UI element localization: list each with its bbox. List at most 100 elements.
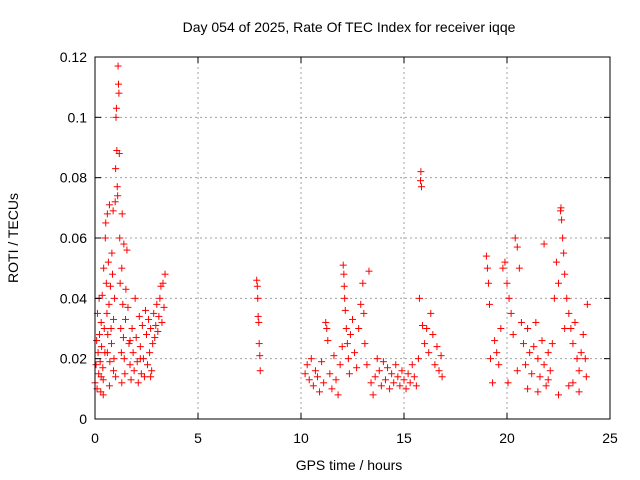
y-tick-label: 0.1 [68, 109, 88, 125]
data-point [384, 364, 392, 372]
data-point [161, 270, 169, 278]
data-point [92, 361, 100, 369]
data-point [334, 391, 342, 399]
data-point [111, 294, 119, 302]
data-point [97, 373, 105, 381]
data-point [381, 376, 389, 384]
data-point [98, 343, 106, 351]
data-point [515, 264, 523, 272]
data-point [491, 337, 499, 345]
data-point [530, 343, 538, 351]
data-point [577, 349, 585, 357]
data-point [435, 367, 443, 375]
data-point [437, 352, 445, 360]
data-point [126, 361, 134, 369]
data-point [400, 376, 408, 384]
data-point [154, 328, 162, 336]
data-point [152, 321, 160, 329]
data-point [118, 210, 126, 218]
data-point [567, 325, 575, 332]
data-point [555, 391, 562, 399]
data-point [561, 270, 569, 278]
data-point [489, 379, 497, 387]
data-point [377, 382, 385, 390]
data-point [114, 80, 122, 88]
y-tick-label: 0.06 [60, 230, 87, 246]
data-point [429, 331, 437, 339]
data-point [305, 376, 313, 384]
data-point [100, 264, 108, 272]
data-point [559, 234, 567, 242]
data-point [544, 349, 552, 357]
data-point [318, 358, 326, 366]
data-point [344, 355, 352, 363]
data-point [129, 349, 137, 357]
data-point [97, 318, 105, 326]
data-point [353, 364, 361, 372]
data-point [404, 370, 412, 378]
data-point [124, 303, 132, 311]
data-point [104, 331, 112, 339]
data-point [118, 379, 126, 387]
data-point [151, 334, 159, 342]
data-point [253, 282, 261, 290]
data-point [421, 340, 429, 348]
chart-title: Day 054 of 2025, Rate Of TEC Index for r… [183, 19, 516, 35]
data-point [131, 294, 139, 302]
data-point [499, 264, 507, 272]
x-tick-label: 5 [194, 430, 202, 446]
data-point [560, 249, 568, 257]
data-point [565, 309, 573, 317]
y-axis-label: ROTI / TECUs [5, 193, 21, 283]
data-point [558, 216, 566, 224]
data-point [109, 270, 117, 278]
data-point [505, 294, 513, 302]
data-point [123, 246, 131, 254]
data-point [102, 279, 110, 287]
data-point [416, 177, 424, 185]
data-point [112, 165, 120, 173]
data-points-layer [91, 62, 591, 399]
data-point [438, 373, 446, 381]
data-point [548, 340, 556, 348]
data-point [569, 379, 577, 387]
data-point [323, 325, 331, 332]
data-point [355, 325, 363, 332]
data-point [116, 279, 124, 287]
data-point [103, 349, 111, 357]
data-point [120, 240, 128, 248]
data-point [555, 279, 562, 287]
data-point [118, 264, 126, 272]
data-point [103, 309, 111, 317]
data-point [112, 113, 120, 121]
data-point [571, 318, 579, 326]
data-point [534, 355, 542, 363]
data-point [311, 367, 319, 375]
data-point [126, 337, 134, 345]
data-point [94, 349, 102, 357]
data-point [108, 249, 116, 257]
data-point [115, 89, 123, 97]
data-point [155, 312, 163, 320]
data-point [485, 300, 493, 308]
data-point [119, 300, 127, 308]
data-point [487, 355, 495, 363]
data-point [324, 337, 332, 345]
data-point [253, 276, 261, 284]
data-point [522, 361, 530, 369]
data-point [575, 388, 583, 396]
x-tick-label: 10 [293, 430, 309, 446]
data-point [575, 367, 583, 375]
data-point [136, 355, 144, 363]
data-point [425, 349, 433, 357]
data-point [107, 340, 115, 348]
data-point [114, 192, 122, 200]
grid-layer [95, 57, 610, 419]
data-point [394, 373, 402, 381]
data-point [582, 373, 590, 381]
data-point [102, 219, 110, 227]
data-point [140, 373, 148, 381]
data-point [388, 370, 396, 378]
data-point [341, 306, 349, 314]
data-point [565, 382, 573, 390]
